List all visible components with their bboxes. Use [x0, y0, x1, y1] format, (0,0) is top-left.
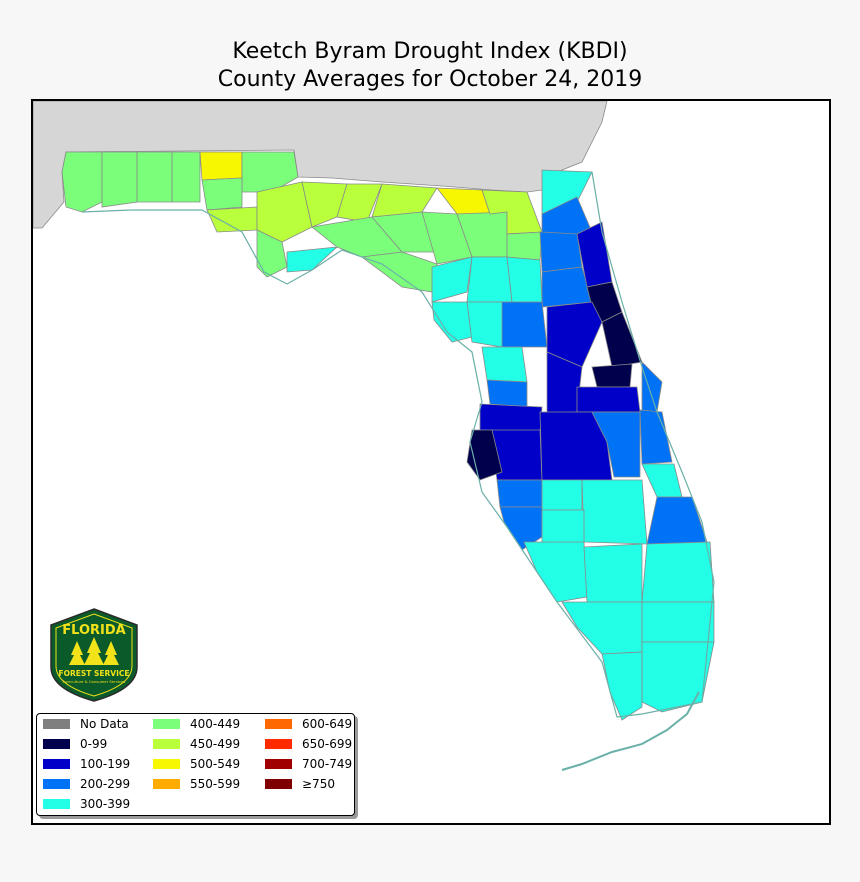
north-central-counties	[360, 169, 593, 383]
florida-map	[33, 101, 715, 771]
legend-swatch	[265, 759, 292, 769]
legend-label: ≥750	[302, 777, 335, 791]
legend-label: 700-749	[302, 757, 353, 771]
legend: No Data 0-99 100-199 200-299 300-399 400-449 4…	[36, 713, 355, 816]
coast-outline	[81, 171, 715, 718]
legend-swatch	[153, 719, 180, 729]
legend-item: 300-399	[43, 797, 130, 811]
legend-label: 650-699	[302, 737, 353, 751]
neighbor-states	[33, 101, 608, 229]
legend-item: 400-449	[153, 717, 240, 731]
legend-item: 550-599	[153, 777, 240, 791]
legend-label: 0-99	[80, 737, 108, 751]
legend-item: 100-199	[43, 757, 130, 771]
legend-swatch	[153, 739, 180, 749]
legend-label: 450-499	[190, 737, 241, 751]
legend-item: 650-699	[265, 737, 352, 751]
legend-label: 400-449	[190, 717, 241, 731]
svg-text:Agriculture & Consumer Service: Agriculture & Consumer Services	[63, 679, 126, 684]
legend-label: 100-199	[80, 757, 131, 771]
legend-label: 500-549	[190, 757, 241, 771]
legend-swatch	[265, 739, 292, 749]
legend-item: ≥750	[265, 777, 335, 791]
legend-swatch	[153, 779, 180, 789]
map-frame	[31, 99, 831, 825]
florida-forest-service-logo: FLORIDA FOREST SERVICE Agriculture & Con…	[50, 608, 138, 702]
map-title-line-1: Keetch Byram Drought Index (KBDI)	[232, 39, 628, 64]
legend-swatch	[153, 759, 180, 769]
legend-swatch	[265, 719, 292, 729]
map-title-line-2: County Averages for October 24, 2019	[217, 67, 643, 92]
legend-label: 600-649	[302, 717, 353, 731]
florida-keys	[561, 691, 700, 771]
legend-item: No Data	[43, 717, 129, 731]
panhandle-counties	[61, 151, 543, 278]
svg-text:FOREST SERVICE: FOREST SERVICE	[58, 669, 129, 678]
legend-label: 550-599	[190, 777, 241, 791]
legend-swatch	[43, 799, 70, 809]
legend-item: 500-549	[153, 757, 240, 771]
legend-item: 200-299	[43, 777, 130, 791]
legend-swatch	[43, 719, 70, 729]
legend-label: 300-399	[80, 797, 131, 811]
legend-swatch	[43, 739, 70, 749]
legend-swatch	[43, 779, 70, 789]
legend-item: 600-649	[265, 717, 352, 731]
south-counties	[496, 479, 715, 721]
legend-swatch	[265, 779, 292, 789]
legend-item: 700-749	[265, 757, 352, 771]
legend-swatch	[43, 759, 70, 769]
legend-item: 450-499	[153, 737, 240, 751]
svg-text:FLORIDA: FLORIDA	[62, 623, 125, 638]
legend-item: 0-99	[43, 737, 107, 751]
legend-label: No Data	[80, 717, 129, 731]
legend-label: 200-299	[80, 777, 131, 791]
